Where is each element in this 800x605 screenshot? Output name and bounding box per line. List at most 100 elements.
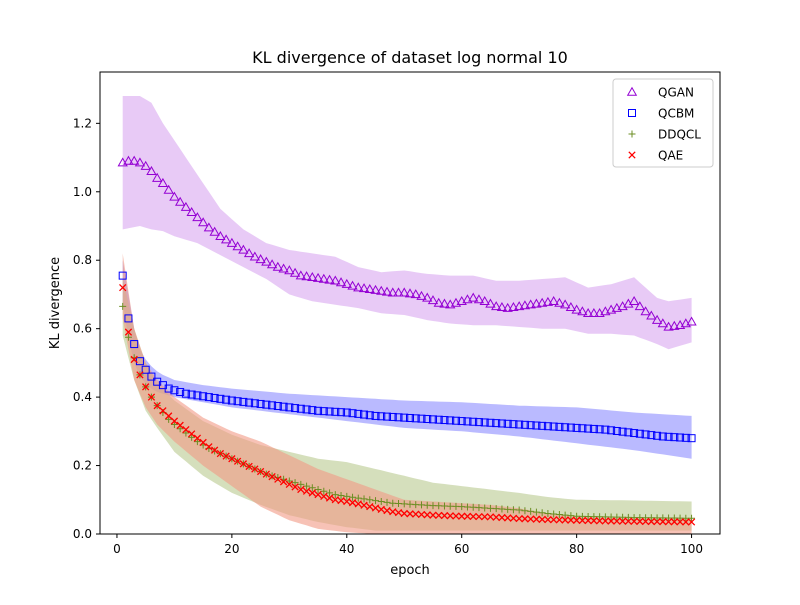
qcbm-point [532,421,541,430]
qae-band [122,253,692,534]
y-tick-label: 0.6 [73,322,92,336]
qgan-point [203,222,215,232]
qcbm-point [526,421,535,430]
qgan-point [387,287,398,297]
qae-point [567,516,575,524]
qae-point [216,449,225,458]
chart-title: KL divergence of dataset log normal 10 [252,48,568,67]
qae-point [279,478,288,486]
ddqcl-point [354,494,362,502]
ddqcl-point [538,509,546,517]
ddqcl-point [360,495,368,503]
qae-point [354,500,362,508]
qcbm-point [607,426,616,435]
qae-point [423,511,431,519]
qae-point [578,516,587,525]
ddqcl-point [165,415,173,423]
x-tick-label: 80 [569,542,584,556]
qgan-point [238,244,249,254]
qcbm-point [342,408,351,417]
qcbm-point [319,407,328,416]
x-axis: 0 20 40 60 80 100 [113,534,703,556]
plot-frame [99,71,721,535]
ddqcl-point [303,482,311,490]
qcbm-point [423,415,432,424]
x-tick-label: 40 [339,542,354,556]
ddqcl-point [337,492,345,499]
qae-point [337,496,345,505]
ddqcl-point [532,508,540,516]
qcbm-point [664,432,673,441]
qae-point [233,457,242,465]
qcbm-point [503,419,512,428]
qgan-point [341,278,352,288]
qgan-point [496,301,508,312]
qae-point [590,517,598,525]
qgan-point [422,292,433,302]
qgan-point [404,288,416,298]
qae-point [417,510,426,519]
qcbm-series [118,271,696,443]
qgan-point [335,277,347,287]
qae-point [119,283,127,292]
qae-point [446,512,454,520]
qcbm-point [566,423,575,432]
qcbm-point [411,414,420,423]
qgan-point [129,155,140,165]
qgan-point [577,306,588,316]
qae-point [458,512,466,520]
qgan-point [663,321,674,331]
qcbm-point [360,410,369,419]
qcbm-point [199,392,208,401]
qgan-point [582,307,594,317]
qae-point [624,517,633,525]
qcbm-point [618,427,627,436]
ddqcl-point [377,497,385,505]
qgan-band [122,96,692,350]
qcbm-point [164,384,173,393]
qcbm-point [337,408,346,417]
ddqcl-point [331,491,339,499]
qgan-point [174,196,186,206]
qae-point [147,393,156,401]
legend-label-qcbm: QCBM [658,107,694,121]
x-tick-label: 0 [113,542,121,556]
qcbm-point [446,416,455,425]
legend-marker-ddqcl [628,130,636,138]
qgan-point [163,184,174,194]
qcbm-point [331,407,340,416]
qae-point [406,510,414,518]
qgan-point [358,283,370,293]
qcbm-point [222,395,231,404]
ddqcl-point [372,497,380,505]
qgan-point [146,165,157,175]
qcbm-point [308,406,317,415]
qcbm-point [210,393,219,402]
qgan-point [226,237,238,247]
qae-point [515,514,523,523]
qcbm-point [630,429,639,438]
qcbm-point [187,390,196,399]
qgan-point [634,301,646,311]
qcbm-point [641,430,650,439]
qcbm-point [538,421,547,430]
qae-point [498,513,506,522]
y-axis: 0.0 0.2 0.4 0.6 0.8 1.0 1.2 [73,116,100,541]
qcbm-point [204,393,213,402]
qcbm-point [417,414,426,423]
qae-point [302,487,311,495]
qae-point [647,517,655,526]
qae-point [630,517,638,525]
ddqcl-point [555,511,563,519]
qgan-point [186,207,197,217]
qcbm-point [406,413,414,422]
qae-point [601,517,610,525]
qgan-point [180,201,192,211]
qgan-point [393,287,404,297]
ddqcl-point [182,429,190,437]
qgan-point [347,280,358,290]
qae-point [142,383,150,391]
qcbm-point [371,411,380,420]
qae-point [210,446,219,454]
